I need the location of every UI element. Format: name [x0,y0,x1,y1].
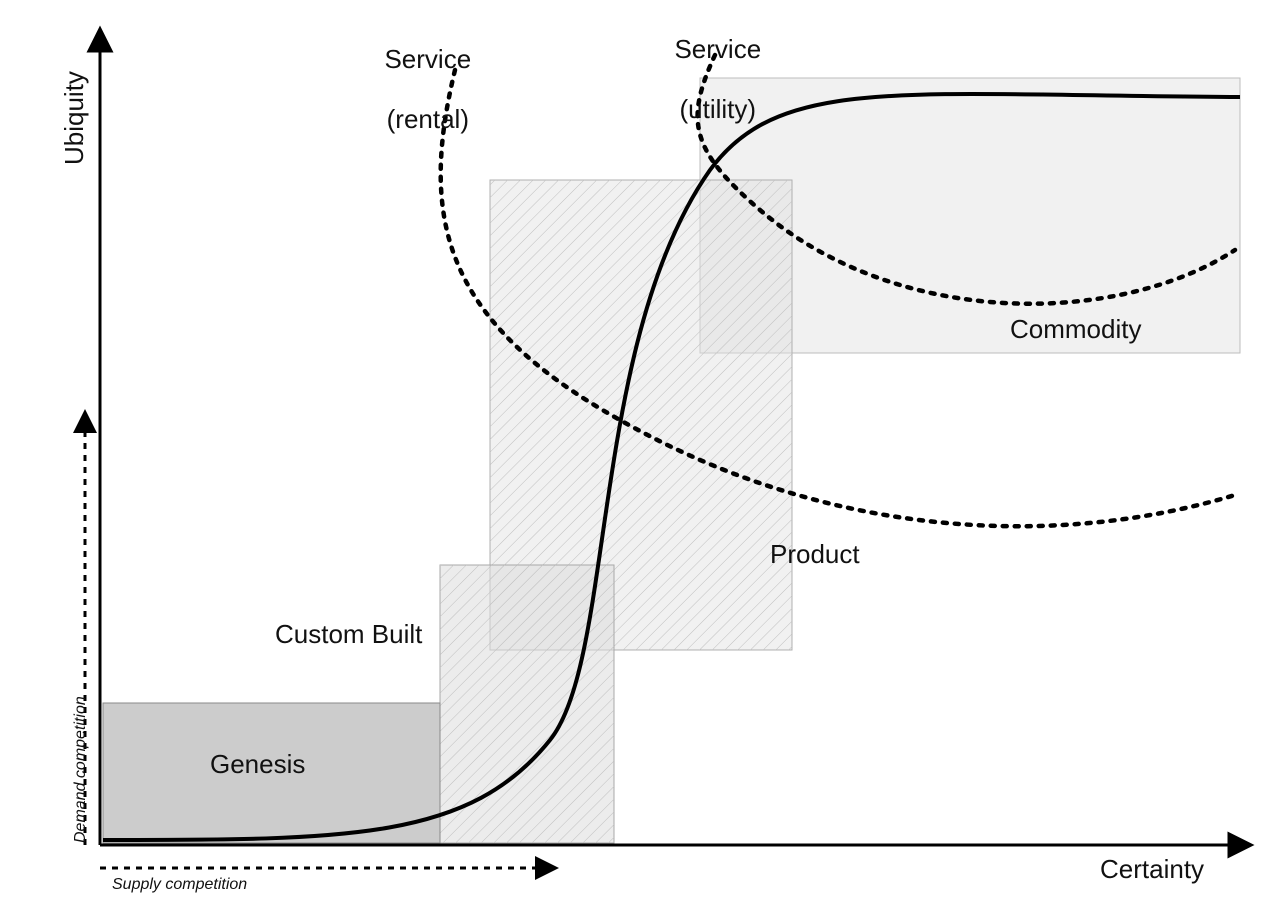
curve-label-service-utility-line1: Service [674,34,761,64]
curve-label-service-rental: Service (rental) [370,15,471,135]
x-axis-label: Certainty [1100,855,1204,885]
curve-label-service-utility-line2: (utility) [680,94,757,124]
diagram-canvas [0,0,1280,924]
stage-label-genesis: Genesis [210,750,305,780]
demand-competition-label: Demand competition [72,696,90,843]
stage-label-product: Product [770,540,860,570]
curve-label-service-rental-line1: Service [384,44,471,74]
curve-label-service-utility: Service (utility) [660,5,761,125]
curve-label-service-rental-line2: (rental) [387,104,469,134]
stage-label-commodity: Commodity [1010,315,1141,345]
stage-rect-custom-built [440,565,614,843]
y-axis-label: Ubiquity [60,71,90,165]
wardley-map-diagram: { "chart": { "type": "wardley-map-evolut… [0,0,1280,924]
supply-competition-label: Supply competition [112,876,247,894]
stage-label-custom-built: Custom Built [275,620,422,650]
